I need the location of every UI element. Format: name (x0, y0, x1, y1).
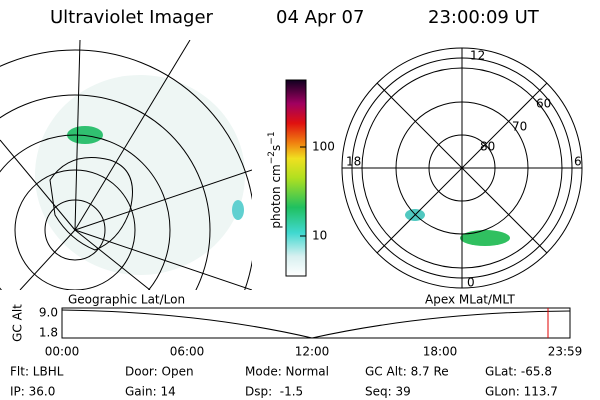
label-part: photon cm (269, 164, 283, 228)
colorbar-tick-label: 10 (312, 229, 327, 243)
x-tick-label: 06:00 (170, 345, 205, 359)
colorbar-tick-label: 100 (312, 140, 335, 154)
label-part: s (269, 145, 283, 151)
footer-field: Gain: 14 (125, 385, 176, 399)
footer-field: IP: 36.0 (10, 385, 55, 399)
date: 04 Apr 07 (276, 7, 364, 28)
geographic-map (0, 40, 252, 290)
footer-field: Mode: Normal (245, 365, 329, 379)
footer-field: GC Alt: 8.7 Re (365, 365, 449, 379)
label-part: −1 (267, 131, 277, 144)
footer-field: Dsp: -1.5 (245, 385, 303, 399)
lat-label: 70 (512, 120, 527, 134)
altitude-plot: GC Alt 9.0 1.8 00:00 06:00 12:00 18:00 2… (11, 304, 583, 359)
header: Ultraviolet Imager 04 Apr 07 23:00:09 UT (50, 7, 540, 28)
hour-label: 18 (346, 155, 361, 169)
panel-label: Apex MLat/MLT (425, 293, 515, 307)
colorbar-label: photon cm−2s−1 (267, 131, 283, 228)
hour-label: 0 (467, 276, 475, 290)
x-tick-label: 00:00 (45, 345, 80, 359)
lat-label: 80 (480, 140, 495, 154)
colorbar (285, 79, 307, 277)
hour-label: 6 (574, 155, 582, 169)
x-tick-label: 18:00 (423, 345, 458, 359)
y-tick-label: 9.0 (39, 306, 58, 320)
footer-field: Seq: 39 (365, 385, 411, 399)
time: 23:00:09 UT (428, 7, 540, 28)
lat-label: 60 (536, 97, 551, 111)
label-part: −2 (267, 151, 277, 164)
footer-field: Flt: LBHL (10, 365, 64, 379)
x-tick-label: 23:59 (548, 345, 583, 359)
hour-label: 12 (470, 49, 485, 63)
x-tick-label: 12:00 (295, 345, 330, 359)
footer: Flt: LBHL Door: Open Mode: Normal GC Alt: 8… (10, 365, 558, 399)
footer-field: Door: Open (125, 365, 194, 379)
polar-plot (341, 47, 583, 289)
y-tick-label: 1.8 (39, 326, 58, 340)
title: Ultraviolet Imager (50, 7, 214, 28)
panel-label: Geographic Lat/Lon (68, 293, 185, 307)
footer-field: GLat: -65.8 (485, 365, 552, 379)
footer-field: GLon: 113.7 (485, 385, 558, 399)
y-label: GC Alt (11, 304, 25, 342)
